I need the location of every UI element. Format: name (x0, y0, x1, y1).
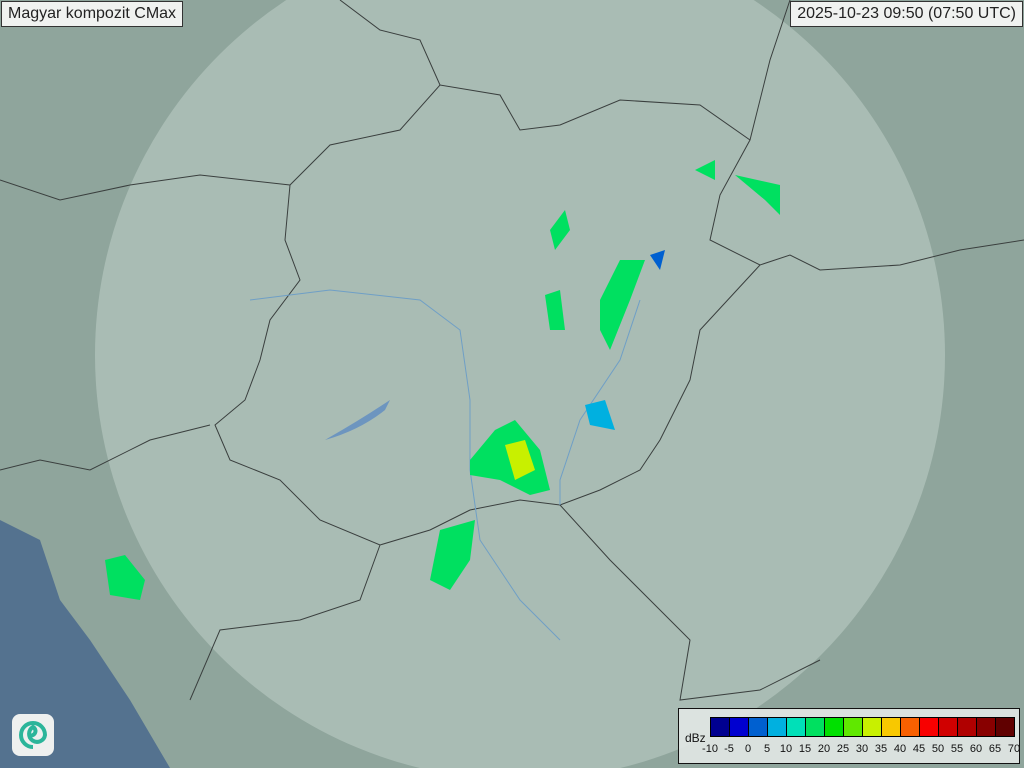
legend-swatch (863, 718, 882, 736)
legend-swatch (787, 718, 806, 736)
legend-tick-label: 55 (950, 743, 964, 755)
legend-swatch (749, 718, 768, 736)
legend-tick-label: 35 (874, 743, 888, 755)
legend-swatch (825, 718, 844, 736)
legend-ticks: -10 -5 0 5 10 15 20 25 30 35 40 45 50 55 60 65 70 (701, 741, 1021, 761)
map-title: Magyar kompozit CMax (1, 1, 184, 27)
legend-swatch (996, 718, 1014, 736)
echo-cell (550, 210, 570, 250)
legend-swatch (882, 718, 901, 736)
dbz-legend: dBz -10 -5 0 5 10 15 20 25 30 35 40 45 50 55 60 65 70 (678, 708, 1020, 764)
legend-tick-label: 0 (744, 743, 752, 755)
legend-swatch (958, 718, 977, 736)
legend-tick-label: 50 (931, 743, 945, 755)
echo-cell (105, 555, 145, 600)
swirl-logo-icon (12, 714, 54, 756)
legend-unit: dBz (685, 731, 706, 745)
legend-swatch (768, 718, 787, 736)
legend-tick-label: 10 (779, 743, 793, 755)
legend-swatch (977, 718, 996, 736)
echo-cell (735, 175, 780, 215)
legend-swatch (939, 718, 958, 736)
legend-swatch (730, 718, 749, 736)
radar-coverage-area (95, 0, 945, 768)
legend-tick-label: -10 (702, 743, 718, 755)
legend-tick-label: 45 (912, 743, 926, 755)
legend-colorbar (710, 717, 1015, 737)
echo-cell (585, 400, 615, 430)
echo-cell (600, 260, 645, 350)
echo-cell (505, 440, 535, 480)
legend-tick-label: 40 (893, 743, 907, 755)
adriatic-sea (0, 520, 170, 768)
legend-tick-label: 15 (798, 743, 812, 755)
legend-swatch (901, 718, 920, 736)
rivers (249, 289, 641, 641)
legend-tick-label: 25 (836, 743, 850, 755)
legend-tick-label: 70 (1007, 743, 1021, 755)
timestamp: 2025-10-23 09:50 (07:50 UTC) (790, 1, 1023, 27)
legend-tick-label: -5 (724, 743, 734, 755)
country-borders (0, 0, 1024, 701)
legend-tick-label: 60 (969, 743, 983, 755)
echo-cell (695, 160, 715, 180)
legend-swatch (711, 718, 730, 736)
echo-cell (545, 290, 565, 330)
echo-cell (650, 250, 665, 270)
legend-tick-label: 20 (817, 743, 831, 755)
legend-swatch (844, 718, 863, 736)
radar-echoes (105, 160, 780, 600)
legend-tick-label: 5 (763, 743, 771, 755)
legend-tick-label: 30 (855, 743, 869, 755)
legend-swatch (806, 718, 825, 736)
legend-swatch (920, 718, 939, 736)
echo-cell (430, 520, 475, 590)
legend-tick-label: 65 (988, 743, 1002, 755)
